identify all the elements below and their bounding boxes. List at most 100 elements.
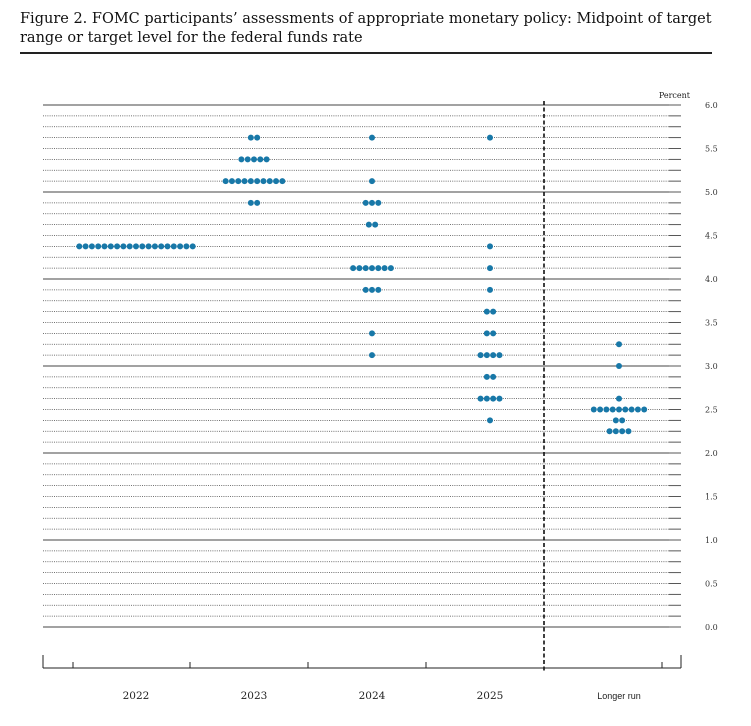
- participant-dot: [126, 243, 133, 250]
- participant-dot: [369, 352, 375, 359]
- participant-dot: [235, 178, 242, 185]
- participant-dot: [619, 428, 626, 435]
- participant-dot: [183, 243, 190, 250]
- participant-dot: [387, 265, 394, 272]
- participant-dot: [120, 243, 127, 250]
- participant-dot: [606, 428, 613, 435]
- participant-dot: [619, 417, 626, 424]
- participant-dot: [101, 243, 108, 250]
- y-axis-label: Percent: [659, 91, 691, 100]
- participant-dot: [356, 265, 363, 272]
- participant-dot: [616, 395, 622, 402]
- participant-dot: [82, 243, 89, 250]
- participant-dot: [254, 199, 261, 206]
- figure-title: Figure 2. FOMC participants’ assessments…: [20, 11, 712, 46]
- participant-dot: [362, 265, 369, 272]
- participant-dot: [107, 243, 114, 250]
- x-category-label: 2023: [241, 690, 268, 702]
- participant-dot: [612, 428, 619, 435]
- participant-dot: [597, 406, 604, 413]
- participant-dot: [170, 243, 177, 250]
- participant-dot: [375, 199, 382, 206]
- participant-dot: [114, 243, 121, 250]
- y-tick-label: 4.5: [705, 232, 718, 241]
- participant-dot: [496, 395, 503, 402]
- participant-dot: [483, 373, 490, 380]
- participant-dot: [369, 178, 375, 185]
- participant-dot: [487, 134, 493, 141]
- y-tick-label: 5.0: [705, 188, 718, 197]
- participant-dot: [241, 178, 248, 185]
- participant-dot: [254, 134, 261, 141]
- y-tick-label: 5.5: [705, 145, 718, 154]
- y-tick-label: 0.0: [705, 623, 718, 632]
- participant-dot: [254, 178, 261, 185]
- x-category-label: 2022: [123, 690, 150, 702]
- participant-dot: [625, 428, 632, 435]
- participant-dot: [487, 265, 493, 272]
- participant-dot: [483, 330, 490, 337]
- participant-dot: [362, 199, 369, 206]
- title-rule: [20, 52, 712, 54]
- participant-dot: [362, 286, 369, 293]
- y-tick-label: 2.0: [705, 449, 718, 458]
- participant-dot: [375, 286, 382, 293]
- participant-dot: [244, 156, 251, 163]
- participant-dot: [88, 243, 95, 250]
- participant-dot: [490, 373, 497, 380]
- participant-dot: [369, 199, 375, 206]
- participant-dot: [76, 243, 83, 250]
- participant-dot: [490, 330, 497, 337]
- participant-dot: [622, 406, 629, 413]
- participant-dot: [365, 221, 372, 228]
- participant-dot: [490, 308, 497, 315]
- participant-dot: [139, 243, 146, 250]
- participant-dot: [477, 395, 484, 402]
- participant-dot: [133, 243, 139, 250]
- participant-dot: [487, 417, 493, 424]
- participant-dot: [487, 286, 493, 293]
- participant-dot: [369, 330, 375, 337]
- x-category-label: 2024: [359, 690, 386, 702]
- participant-dot: [247, 134, 254, 141]
- participant-dot: [612, 417, 619, 424]
- participant-dot: [158, 243, 165, 250]
- y-tick-label: 1.0: [705, 536, 718, 545]
- participant-dot: [266, 178, 273, 185]
- participant-dot: [490, 352, 497, 359]
- participant-dot: [483, 352, 490, 359]
- x-category-label: 2025: [477, 690, 504, 702]
- participant-dot: [279, 178, 286, 185]
- x-category-label: Longer run: [597, 691, 641, 701]
- y-tick-label: 2.5: [705, 406, 718, 415]
- participant-dot: [590, 406, 597, 413]
- participant-dot: [496, 352, 503, 359]
- participant-dot: [164, 243, 171, 250]
- participant-dot: [634, 406, 641, 413]
- participant-dot: [483, 308, 490, 315]
- participant-dot: [487, 243, 493, 250]
- participant-dot: [95, 243, 102, 250]
- participant-dot: [247, 199, 254, 206]
- participant-dot: [151, 243, 158, 250]
- participant-dot: [228, 178, 235, 185]
- participant-dot: [641, 406, 648, 413]
- participant-dot: [616, 406, 622, 413]
- participant-dot: [616, 341, 622, 348]
- participant-dot: [145, 243, 152, 250]
- y-tick-label: 6.0: [705, 101, 718, 110]
- participant-dot: [375, 265, 382, 272]
- y-tick-label: 3.0: [705, 362, 718, 371]
- participant-dot: [222, 178, 229, 185]
- participant-dot: [372, 221, 379, 228]
- participant-dot: [251, 156, 257, 163]
- participant-dot: [603, 406, 610, 413]
- participant-dot: [490, 395, 497, 402]
- participant-dot: [273, 178, 280, 185]
- participant-dot: [260, 178, 267, 185]
- participant-dot: [483, 395, 490, 402]
- participant-dot: [247, 178, 254, 185]
- participant-dot: [477, 352, 484, 359]
- participant-dot: [369, 134, 375, 141]
